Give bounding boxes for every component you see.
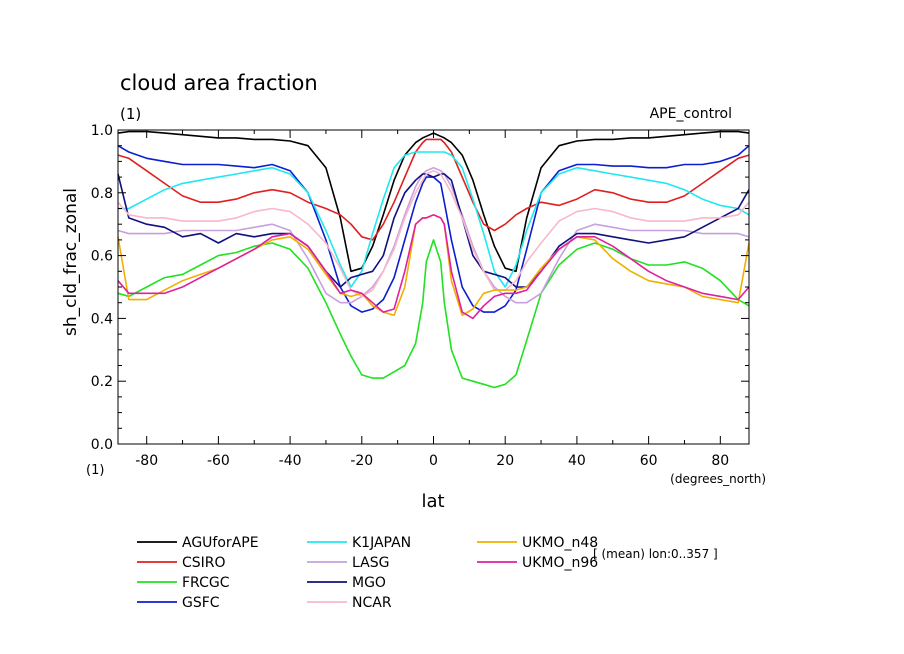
legend-label-lasg: LASG bbox=[352, 555, 389, 571]
series-line-ukmo-n96 bbox=[117, 214, 750, 320]
series-line-mgo bbox=[117, 173, 750, 288]
y-tick-label: 1.0 bbox=[91, 123, 113, 139]
chart-subtitle: (1) bbox=[120, 105, 141, 123]
experiment-label: APE_control bbox=[650, 106, 732, 122]
y-tick-label: 0.6 bbox=[91, 249, 113, 265]
averaging-note: [ (mean) lon:0..357 ] bbox=[593, 547, 718, 561]
legend-label-ukmo-n48: UKMO_n48 bbox=[522, 535, 598, 551]
x-tick-label: -80 bbox=[135, 453, 158, 469]
plot-area: -80 -60 -40 -20 0 20 40 60 80 0.0 0.2 0.4 0.6 0.8 1.0 bbox=[91, 123, 750, 469]
series-line-lasg bbox=[117, 166, 750, 304]
y-tick-label: 0.8 bbox=[91, 186, 113, 202]
x-tick-label: 0 bbox=[429, 453, 438, 469]
x-tick-label: 60 bbox=[640, 453, 658, 469]
legend-label-frcgc: FRCGC bbox=[182, 575, 230, 591]
series-line-frcgc bbox=[117, 239, 750, 389]
legend-label-ukmo-n96: UKMO_n96 bbox=[522, 555, 598, 571]
y-unit-label: (1) bbox=[86, 463, 104, 478]
series-line-ncar bbox=[117, 170, 750, 298]
x-tick-label: 20 bbox=[496, 453, 514, 469]
legend-label-mgo: MGO bbox=[352, 575, 386, 591]
x-tick-label: -20 bbox=[350, 453, 373, 469]
legend-label-aguforape: AGUforAPE bbox=[182, 535, 259, 551]
series-line-csiro bbox=[117, 138, 750, 241]
legend: AGUforAPE CSIRO FRCGC GSFC K1JAPAN LASG MGO NCA… bbox=[137, 535, 598, 611]
x-axis-label: lat bbox=[421, 491, 444, 512]
legend-label-k1japan: K1JAPAN bbox=[352, 535, 411, 551]
legend-label-csiro: CSIRO bbox=[182, 555, 226, 571]
chart-title: cloud area fraction bbox=[120, 71, 318, 95]
x-tick-label: -60 bbox=[207, 453, 230, 469]
legend-label-ncar: NCAR bbox=[352, 595, 392, 611]
x-tick-label: 40 bbox=[568, 453, 586, 469]
x-unit-label: (degrees_north) bbox=[670, 472, 766, 486]
legend-label-gsfc: GSFC bbox=[182, 595, 220, 611]
y-tick-label: 0.0 bbox=[91, 437, 113, 453]
y-axis-label: sh_cld_frac_zonal bbox=[61, 188, 81, 336]
x-tick-label: -40 bbox=[279, 453, 302, 469]
y-tick-label: 0.2 bbox=[91, 374, 113, 390]
series-line-k1japan bbox=[118, 151, 750, 288]
x-tick-label: 80 bbox=[711, 453, 729, 469]
y-tick-label: 0.4 bbox=[91, 311, 113, 327]
